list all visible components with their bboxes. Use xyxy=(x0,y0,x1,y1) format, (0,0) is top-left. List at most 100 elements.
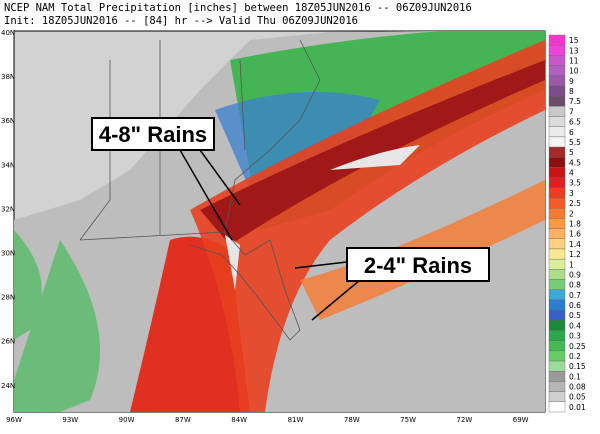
colorbar-swatch xyxy=(548,350,566,362)
colorbar-label: 0.1 xyxy=(569,372,581,381)
colorbar-label: 7 xyxy=(569,107,574,116)
colorbar-swatch xyxy=(548,340,566,352)
colorbar-label: 7.5 xyxy=(569,97,581,106)
colorbar-label: 13 xyxy=(569,46,579,55)
colorbar-swatch xyxy=(548,55,566,66)
colorbar-label: 6 xyxy=(569,128,574,137)
header-line: Init: 18Z05JUN2016 -- [84] hr --> Valid … xyxy=(4,15,358,27)
colorbar-swatch xyxy=(548,228,566,239)
colorbar-label: 4.5 xyxy=(569,158,581,167)
colorbar-label: 10 xyxy=(569,67,579,76)
colorbar-swatch xyxy=(548,381,566,392)
colorbar-label: 0.05 xyxy=(569,393,586,402)
colorbar-label: 6.5 xyxy=(569,118,581,127)
callout: 2-4" Rains xyxy=(294,247,490,321)
callout-box xyxy=(91,117,215,151)
colorbar-label: 5 xyxy=(569,148,574,157)
lat-label: 30N xyxy=(1,250,15,258)
header-line: NCEP NAM Total Precipitation [inches] be… xyxy=(4,2,472,14)
colorbar-swatch xyxy=(548,116,566,127)
colorbar-label: 1.8 xyxy=(569,220,581,229)
colorbar-label: 3 xyxy=(569,189,574,198)
callout-text: 4-8" Rains xyxy=(99,122,207,147)
colorbar-swatch xyxy=(548,401,566,413)
lat-label: 34N xyxy=(1,161,15,169)
colorbar-swatch xyxy=(548,279,566,290)
colorbar-swatch xyxy=(548,309,566,321)
lon-label: 93W xyxy=(62,416,78,424)
colorbar-swatch xyxy=(548,299,566,311)
lat-label: 36N xyxy=(1,117,15,125)
colorbar-label: 0.25 xyxy=(569,342,586,351)
lat-label: 32N xyxy=(1,205,15,213)
precip-red xyxy=(190,40,545,412)
colorbar-swatch xyxy=(548,258,566,270)
lon-label: 72W xyxy=(456,416,472,424)
colorbar-label: 1.2 xyxy=(569,250,581,259)
colorbar-swatch xyxy=(548,218,566,229)
map-area xyxy=(13,30,546,413)
colorbar-swatch xyxy=(548,167,566,178)
colorbar-swatch xyxy=(548,95,566,107)
colorbar-label: 1 xyxy=(569,260,574,269)
lon-label: 87W xyxy=(175,416,191,424)
colorbar-label: 1.6 xyxy=(569,230,581,239)
lon-label: 81W xyxy=(288,416,304,424)
colorbar-label: 0.01 xyxy=(569,403,586,412)
colorbar-label: 8 xyxy=(569,87,574,96)
lon-label: 78W xyxy=(344,416,360,424)
lat-labels: 40N 38N 36N 34N 32N 30N 28N 26N 24N xyxy=(1,29,15,390)
precip-heavy xyxy=(225,145,420,290)
lon-label: 84W xyxy=(231,416,247,424)
colorbar-swatch xyxy=(548,65,566,76)
colorbar-swatch xyxy=(548,238,566,250)
lat-label: 26N xyxy=(1,338,15,346)
colorbar-label: 0.2 xyxy=(569,352,581,361)
colorbar-swatch xyxy=(548,75,566,87)
colorbar-swatch xyxy=(548,360,566,372)
colorbar-swatch xyxy=(548,289,566,301)
colorbar-label: 15 xyxy=(569,36,579,45)
colorbar-label: 3.5 xyxy=(569,179,581,188)
leader-line xyxy=(294,261,348,269)
colorbar-swatch xyxy=(548,248,566,260)
lat-label: 24N xyxy=(1,382,15,390)
colorbar-swatch xyxy=(548,44,566,56)
colorbar-label: 11 xyxy=(569,56,579,65)
precip-green xyxy=(14,230,100,412)
colorbar-label: 1.4 xyxy=(569,240,581,249)
lon-label: 96W xyxy=(6,416,22,424)
colorbar-label: 5.5 xyxy=(569,138,581,147)
colorbar-label: 4 xyxy=(569,169,574,178)
colorbar-label: 0.08 xyxy=(569,383,586,392)
colorbar-swatch xyxy=(548,157,566,168)
colorbar-swatch xyxy=(548,330,566,341)
colorbar-swatch xyxy=(548,126,566,138)
colorbar-label: 0.15 xyxy=(569,362,586,371)
colorbar-label: 2 xyxy=(569,209,574,218)
lon-label: 75W xyxy=(400,416,416,424)
colorbar-label: 0.9 xyxy=(569,270,581,279)
colorbar-label: 0.5 xyxy=(569,311,581,320)
callout: 4-8" Rains xyxy=(91,117,241,241)
colorbar-swatch xyxy=(548,187,566,199)
colorbar-swatch xyxy=(548,371,566,382)
colorbar-swatch xyxy=(548,34,566,46)
callout-box xyxy=(346,247,490,282)
lat-label: 38N xyxy=(1,73,15,81)
colorbar-label: 9 xyxy=(569,77,574,86)
colorbar-swatch xyxy=(548,391,566,403)
leader-line xyxy=(199,149,241,206)
lon-label: 90W xyxy=(119,416,135,424)
lat-label: 40N xyxy=(1,29,15,37)
colorbar-swatch xyxy=(548,85,566,97)
colorbar-swatch xyxy=(548,177,566,189)
colorbar-label: 0.3 xyxy=(569,332,581,341)
lon-label: 69W xyxy=(513,416,529,424)
colorbar-swatch xyxy=(548,269,566,280)
colorbar-label: 0.7 xyxy=(569,291,581,300)
colorbar-swatch xyxy=(548,197,566,209)
leader-line xyxy=(179,149,233,241)
